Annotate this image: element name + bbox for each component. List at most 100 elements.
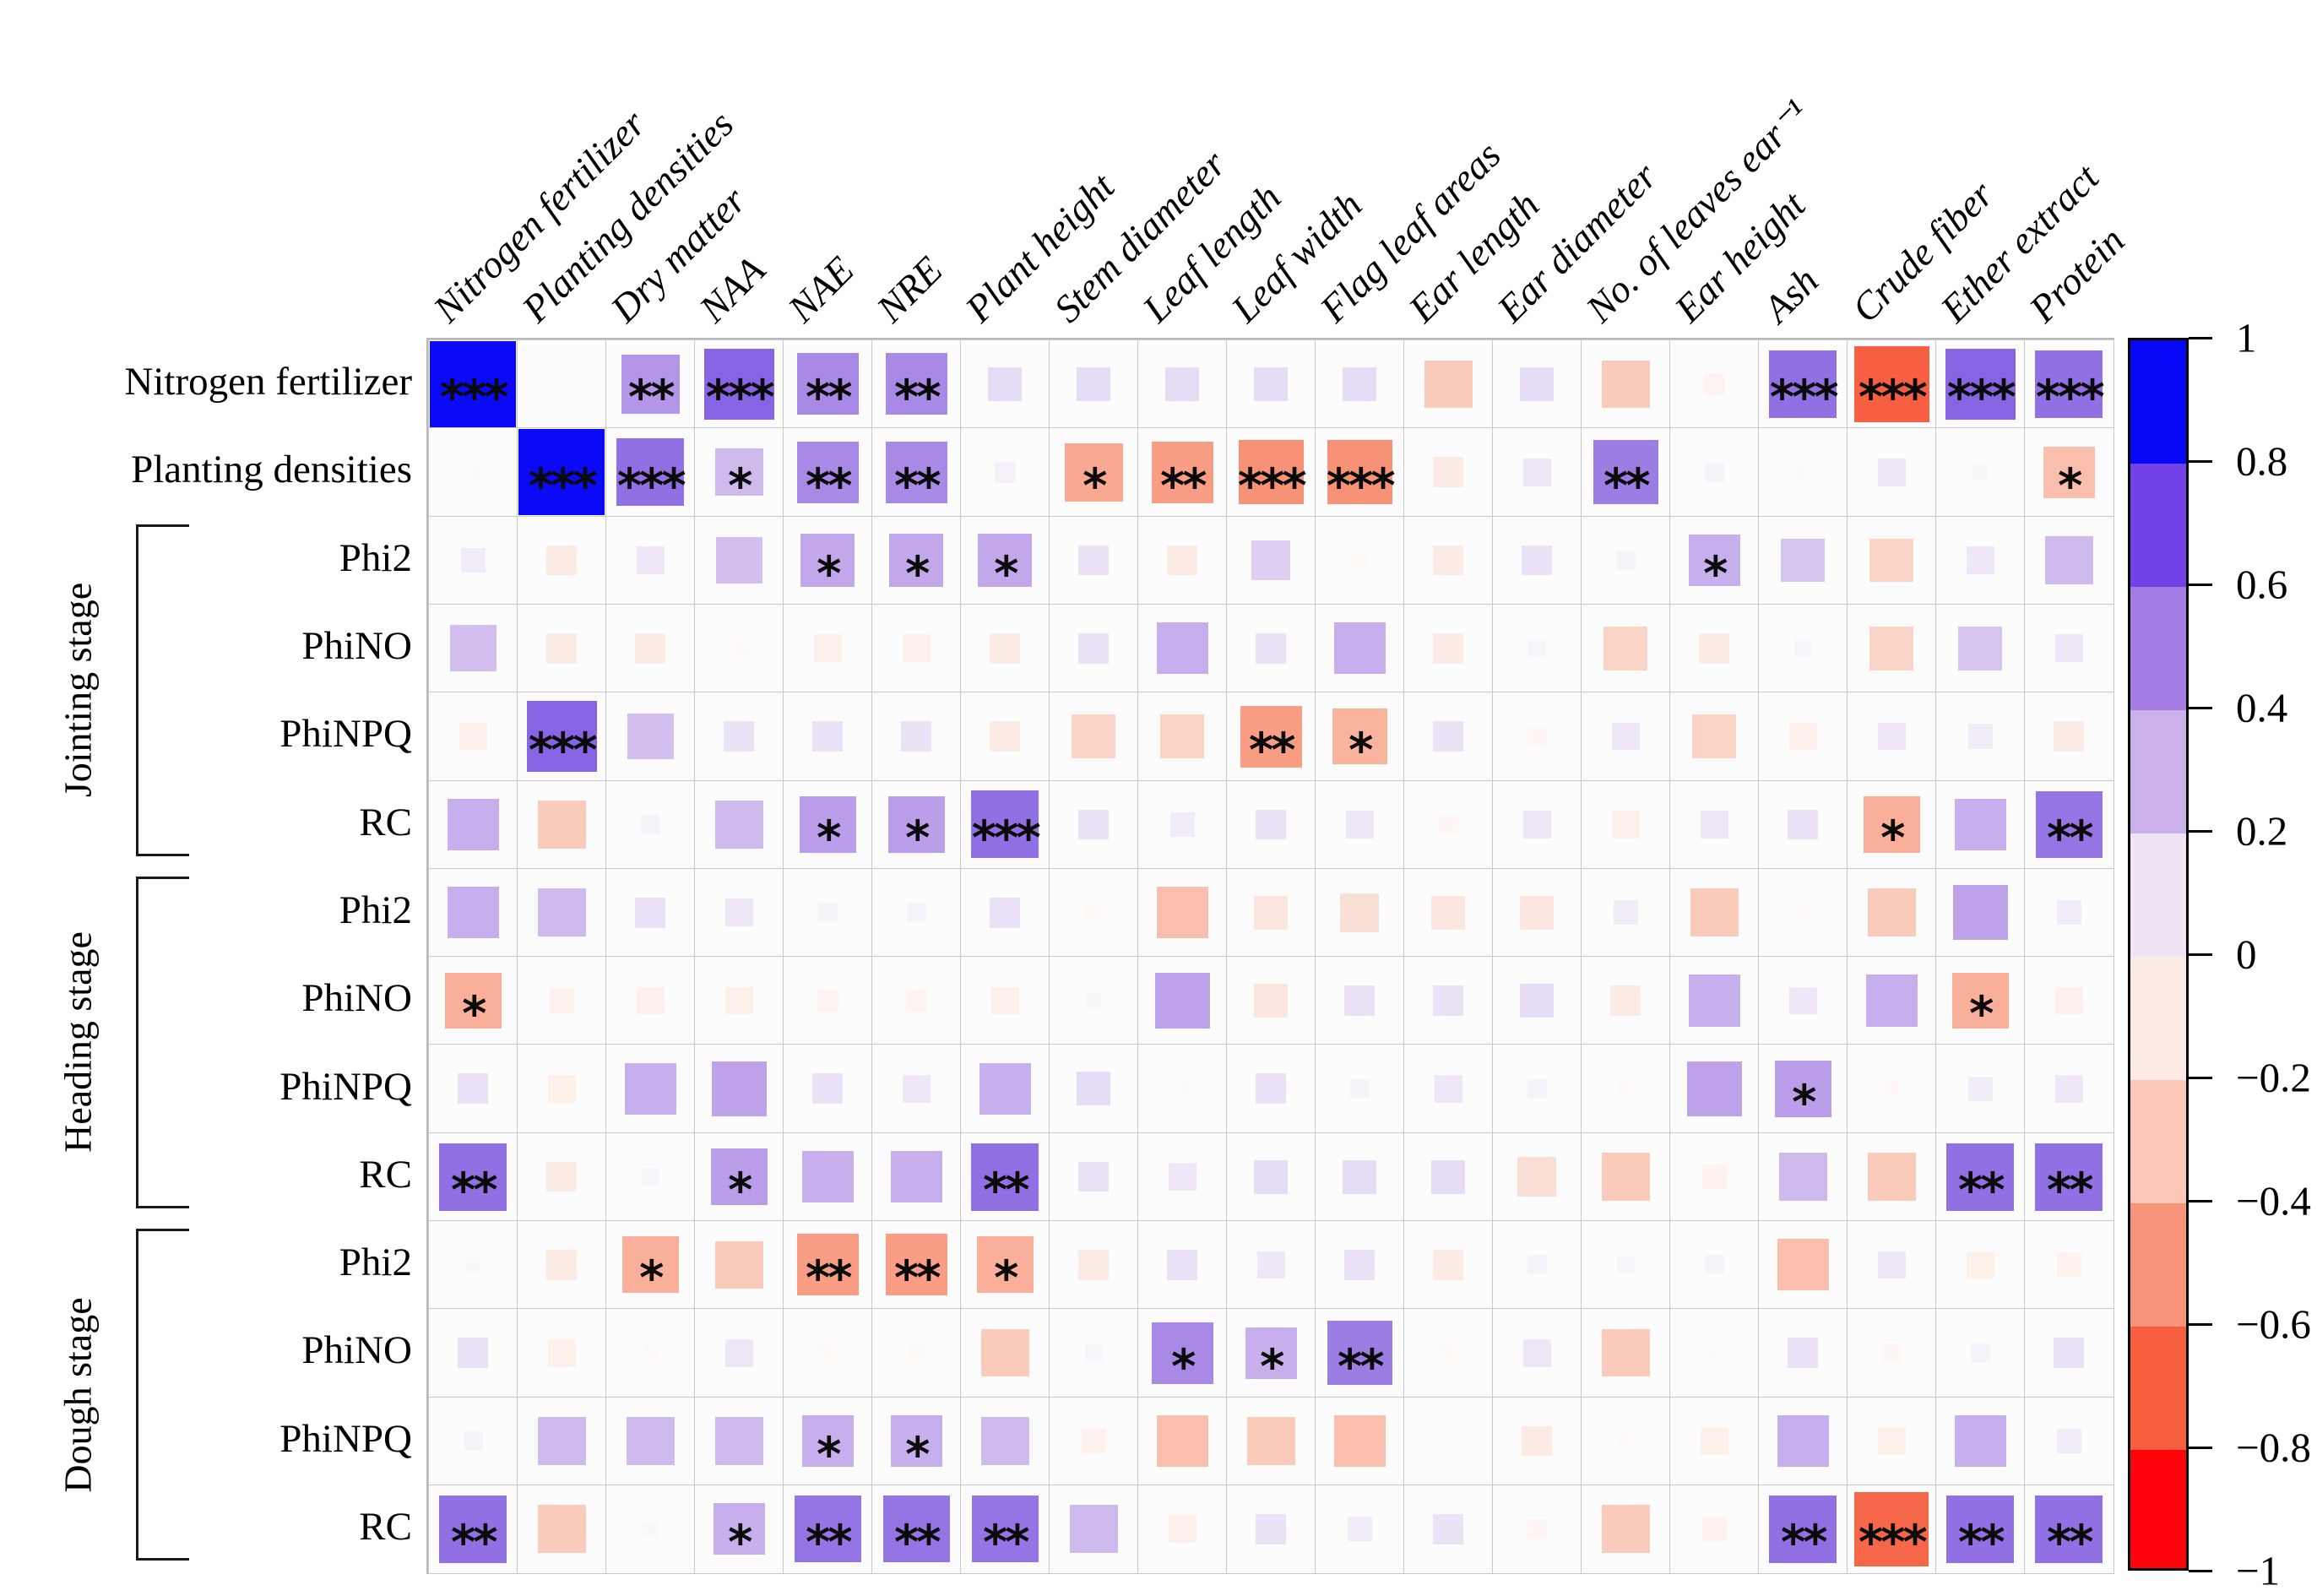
correlation-square bbox=[444, 972, 502, 1029]
legend-tick bbox=[2189, 1322, 2212, 1326]
correlation-square bbox=[1769, 350, 1837, 418]
matrix-cell bbox=[783, 867, 873, 958]
correlation-square bbox=[1618, 1081, 1634, 1097]
correlation-square bbox=[1344, 1250, 1376, 1280]
correlation-square bbox=[1254, 983, 1289, 1018]
matrix-cell: ** bbox=[871, 1220, 962, 1310]
correlation-square bbox=[449, 625, 496, 672]
matrix-cell bbox=[1758, 427, 1848, 518]
matrix-cell bbox=[1669, 1308, 1760, 1398]
legend-tick bbox=[2189, 1076, 2212, 1079]
row-label: PhiNO bbox=[301, 624, 412, 669]
correlation-square bbox=[537, 1505, 586, 1554]
correlation-square bbox=[1958, 626, 2003, 670]
matrix-cell: ** bbox=[783, 1220, 873, 1310]
matrix-cell bbox=[1847, 1308, 1937, 1398]
correlation-square bbox=[714, 1240, 763, 1289]
correlation-square bbox=[460, 547, 486, 573]
correlation-square bbox=[1793, 639, 1812, 658]
matrix-cell bbox=[1935, 867, 2026, 958]
correlation-square bbox=[1078, 632, 1110, 664]
matrix-cell: ** bbox=[1758, 1484, 1848, 1574]
matrix-cell bbox=[1137, 1220, 1228, 1310]
legend-color-bin bbox=[2130, 340, 2186, 464]
correlation-square bbox=[458, 1073, 489, 1105]
legend-tick-label: −1 bbox=[2236, 1547, 2281, 1594]
matrix-cell bbox=[1669, 1484, 1760, 1574]
correlation-square bbox=[1347, 1517, 1372, 1542]
correlation-square bbox=[641, 1168, 659, 1186]
correlation-square bbox=[430, 340, 517, 428]
matrix-cell bbox=[1403, 339, 1494, 429]
legend-tick-label: 0 bbox=[2236, 931, 2257, 978]
matrix-cell bbox=[1315, 603, 1405, 693]
matrix-cell bbox=[517, 339, 607, 429]
matrix-cell bbox=[1315, 515, 1405, 605]
correlation-square bbox=[1707, 1346, 1721, 1360]
matrix-cell bbox=[960, 1308, 1050, 1398]
correlation-square bbox=[1520, 366, 1555, 401]
correlation-square bbox=[1077, 366, 1111, 401]
correlation-square bbox=[1777, 1239, 1829, 1291]
matrix-cell bbox=[1403, 515, 1494, 605]
correlation-square bbox=[2054, 634, 2083, 663]
matrix-cell bbox=[428, 1396, 518, 1486]
matrix-cell bbox=[1581, 1044, 1671, 1134]
matrix-cell: ** bbox=[2024, 779, 2114, 870]
matrix-cell bbox=[960, 339, 1050, 429]
stage-label: Heading stage bbox=[56, 931, 100, 1153]
correlation-square bbox=[2056, 1252, 2081, 1278]
correlation-square bbox=[724, 721, 755, 752]
matrix-cell bbox=[2024, 867, 2114, 958]
correlation-square bbox=[465, 1257, 481, 1273]
correlation-square bbox=[801, 1151, 854, 1203]
matrix-cell bbox=[1758, 1396, 1848, 1486]
correlation-square bbox=[1444, 1436, 1453, 1446]
group-bracket-line bbox=[136, 524, 189, 527]
matrix-cell bbox=[1492, 1484, 1582, 1574]
matrix-cell bbox=[1935, 427, 2026, 518]
matrix-cell bbox=[871, 1308, 962, 1398]
correlation-square bbox=[1175, 1082, 1189, 1095]
matrix-cell: *** bbox=[605, 427, 696, 518]
correlation-square bbox=[1350, 551, 1369, 569]
correlation-square bbox=[1616, 1256, 1635, 1274]
correlation-square bbox=[2043, 446, 2095, 498]
matrix-cell bbox=[428, 603, 518, 693]
correlation-square bbox=[1433, 457, 1464, 488]
row-label: RC bbox=[359, 1152, 412, 1197]
correlation-square bbox=[1431, 895, 1466, 930]
matrix-cell: * bbox=[960, 1220, 1050, 1310]
correlation-square bbox=[643, 1521, 659, 1537]
correlation-square bbox=[546, 632, 578, 664]
correlation-square bbox=[730, 639, 748, 658]
correlation-square bbox=[1522, 811, 1551, 839]
correlation-square bbox=[2054, 1074, 2083, 1103]
correlation-square bbox=[1433, 545, 1464, 576]
correlation-square bbox=[1952, 885, 2008, 941]
correlation-square bbox=[2054, 986, 2083, 1015]
correlation-square bbox=[994, 461, 1016, 483]
correlation-square bbox=[1611, 722, 1640, 751]
legend-tick bbox=[2189, 953, 2212, 956]
correlation-square bbox=[817, 990, 838, 1012]
legend-tick-label: −0.4 bbox=[2236, 1177, 2311, 1224]
correlation-square bbox=[1327, 439, 1392, 505]
legend-tick bbox=[2189, 1569, 2212, 1572]
matrix-cell bbox=[1581, 956, 1671, 1045]
matrix-cell: * bbox=[2024, 427, 2114, 518]
group-bracket-line bbox=[136, 1229, 189, 1231]
legend-tick-label: 1 bbox=[2236, 314, 2257, 361]
matrix-cell bbox=[428, 1220, 518, 1310]
matrix-cell bbox=[428, 867, 518, 958]
matrix-cell bbox=[1847, 1132, 1937, 1222]
correlation-square bbox=[1788, 722, 1817, 751]
matrix-cell bbox=[517, 1220, 607, 1310]
correlation-square bbox=[1877, 458, 1906, 486]
correlation-square bbox=[626, 1417, 675, 1465]
matrix-cell bbox=[1403, 1484, 1494, 1574]
legend-tick-label: 0.8 bbox=[2236, 437, 2288, 485]
correlation-square bbox=[1686, 1061, 1742, 1116]
correlation-square bbox=[889, 533, 944, 588]
correlation-square bbox=[1699, 632, 1730, 664]
